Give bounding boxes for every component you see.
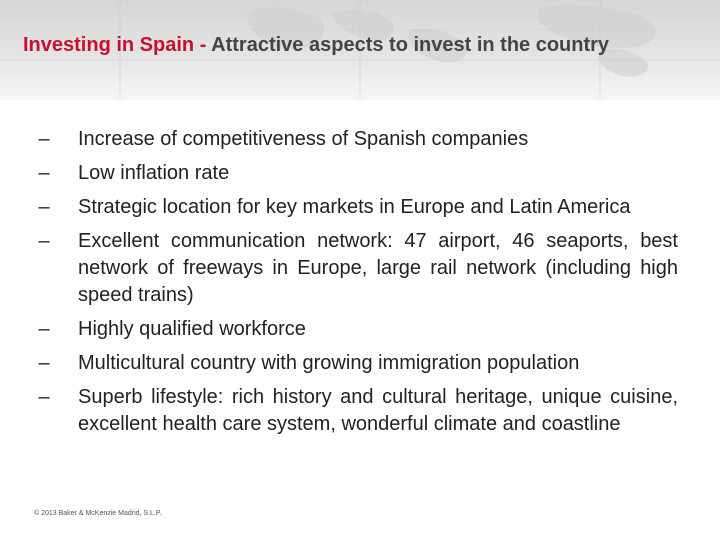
bullet-list: – Increase of competitiveness of Spanish …	[34, 126, 678, 445]
header-band	[0, 0, 720, 100]
bullet-text: Highly qualified workforce	[78, 318, 306, 340]
footer-copyright: © 2013 Baker & McKenzie Madrid, S.L.P.	[34, 510, 162, 517]
bullet-dash: –	[38, 386, 50, 408]
slide-title: Investing in Spain - Attractive aspects …	[23, 31, 663, 59]
world-map-watermark	[0, 0, 720, 100]
bullet-text: Strategic location for key markets in Eu…	[78, 196, 631, 218]
bullet-text: Excellent communication network: 47 airp…	[78, 230, 678, 306]
list-item: – Strategic location for key markets in E…	[34, 194, 678, 221]
bullet-text: Superb lifestyle: rich history and cultu…	[78, 386, 678, 435]
list-item: – Highly qualified workforce	[34, 316, 678, 343]
list-item: – Low inflation rate	[34, 160, 678, 187]
bullet-dash: –	[38, 318, 50, 340]
bullet-dash: –	[38, 162, 50, 184]
list-item: – Superb lifestyle: rich history and cult…	[34, 384, 678, 438]
list-item: – Excellent communication network: 47 air…	[34, 228, 678, 309]
list-item: – Multicultural country with growing immi…	[34, 350, 678, 377]
bullet-text: Low inflation rate	[78, 162, 230, 184]
list-item: – Increase of competitiveness of Spanish …	[34, 126, 678, 153]
bullet-dash: –	[38, 196, 50, 218]
bullet-dash: –	[38, 352, 50, 374]
title-rest: Attractive aspects to invest in the coun…	[211, 34, 610, 56]
title-accent: Investing in Spain -	[23, 34, 212, 56]
bullet-dash: –	[38, 230, 50, 252]
bullet-dash: –	[38, 128, 50, 150]
bullet-text: Increase of competitiveness of Spanish c…	[78, 128, 529, 150]
bullet-text: Multicultural country with growing immig…	[78, 352, 580, 374]
